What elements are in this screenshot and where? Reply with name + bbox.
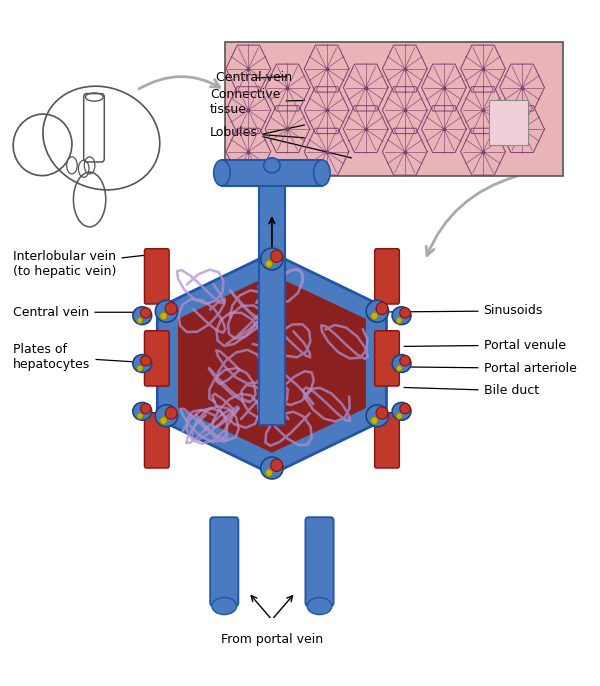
Ellipse shape [137, 365, 143, 371]
Text: Central vein: Central vein [216, 71, 292, 84]
FancyArrowPatch shape [426, 176, 516, 256]
Polygon shape [157, 253, 386, 474]
Polygon shape [178, 274, 366, 453]
Ellipse shape [140, 403, 151, 414]
Ellipse shape [366, 300, 388, 322]
Ellipse shape [396, 318, 402, 324]
FancyBboxPatch shape [145, 413, 169, 468]
Ellipse shape [160, 417, 167, 425]
Bar [222, 160, 322, 186]
Ellipse shape [263, 158, 280, 173]
FancyBboxPatch shape [374, 331, 400, 386]
Ellipse shape [133, 355, 152, 372]
Ellipse shape [376, 303, 388, 315]
Ellipse shape [307, 598, 332, 615]
Bar [259, 165, 285, 425]
Ellipse shape [165, 407, 177, 419]
Text: Sinusoids: Sinusoids [357, 305, 543, 318]
Bar [490, 100, 527, 145]
FancyBboxPatch shape [145, 249, 169, 304]
Ellipse shape [265, 260, 272, 268]
Text: From portal vein: From portal vein [221, 633, 323, 646]
Ellipse shape [137, 413, 143, 419]
Ellipse shape [314, 160, 330, 186]
Ellipse shape [261, 457, 283, 479]
Ellipse shape [140, 308, 151, 318]
Ellipse shape [271, 459, 283, 471]
FancyArrowPatch shape [139, 77, 220, 88]
Ellipse shape [133, 307, 152, 324]
Ellipse shape [160, 312, 167, 320]
FancyBboxPatch shape [210, 517, 238, 606]
Ellipse shape [400, 355, 410, 366]
Ellipse shape [155, 405, 178, 427]
Ellipse shape [400, 403, 410, 414]
FancyBboxPatch shape [374, 413, 400, 468]
Ellipse shape [271, 250, 283, 262]
Ellipse shape [396, 365, 402, 371]
Bar [225, 43, 563, 176]
FancyBboxPatch shape [145, 331, 169, 386]
Ellipse shape [366, 405, 388, 427]
Text: Interlobular vein
(to hepatic vein): Interlobular vein (to hepatic vein) [13, 250, 152, 279]
Ellipse shape [265, 469, 272, 477]
Text: Lobules: Lobules [210, 126, 304, 139]
Ellipse shape [376, 407, 388, 419]
Ellipse shape [400, 308, 410, 318]
Ellipse shape [392, 403, 411, 421]
Ellipse shape [371, 417, 378, 425]
Text: Portal arteriole: Portal arteriole [404, 362, 577, 375]
Ellipse shape [155, 300, 178, 322]
Ellipse shape [140, 355, 151, 366]
FancyBboxPatch shape [305, 517, 334, 606]
Text: Portal venule: Portal venule [404, 339, 566, 351]
Text: Plates of
hepatocytes: Plates of hepatocytes [13, 343, 157, 370]
Ellipse shape [261, 248, 283, 270]
Ellipse shape [214, 160, 230, 186]
Text: Bile duct: Bile duct [404, 384, 539, 397]
Ellipse shape [165, 303, 177, 315]
Ellipse shape [212, 598, 236, 615]
Ellipse shape [392, 355, 411, 372]
Ellipse shape [392, 307, 411, 324]
Ellipse shape [396, 413, 402, 419]
FancyBboxPatch shape [374, 249, 400, 304]
Ellipse shape [137, 318, 143, 324]
Ellipse shape [371, 312, 378, 320]
Text: Connective
tissue: Connective tissue [210, 88, 304, 116]
Ellipse shape [133, 403, 152, 421]
Text: Central vein: Central vein [13, 306, 134, 319]
